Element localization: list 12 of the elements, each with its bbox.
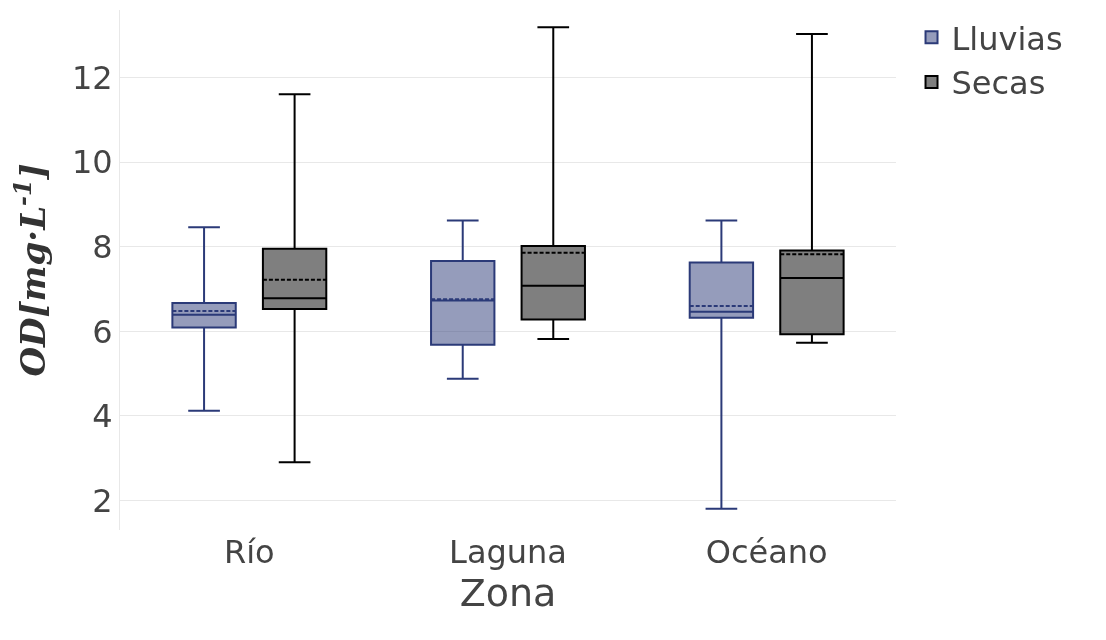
legend-label: Secas <box>951 64 1046 103</box>
x-tick-label: Laguna <box>449 533 567 571</box>
x-tick-label: Río <box>223 533 275 571</box>
y-tick-label: 8 <box>92 227 113 266</box>
y-tick-label: 6 <box>92 312 113 351</box>
y-tick-label: 4 <box>92 397 113 436</box>
y-tick-label: 2 <box>92 481 113 520</box>
x-tick-label: Océano <box>705 533 828 571</box>
y-tick-label: 10 <box>71 143 113 182</box>
x-axis-title: Zona <box>459 571 557 615</box>
y-tick-label: 12 <box>71 58 113 97</box>
legend-label: Lluvias <box>951 19 1063 58</box>
